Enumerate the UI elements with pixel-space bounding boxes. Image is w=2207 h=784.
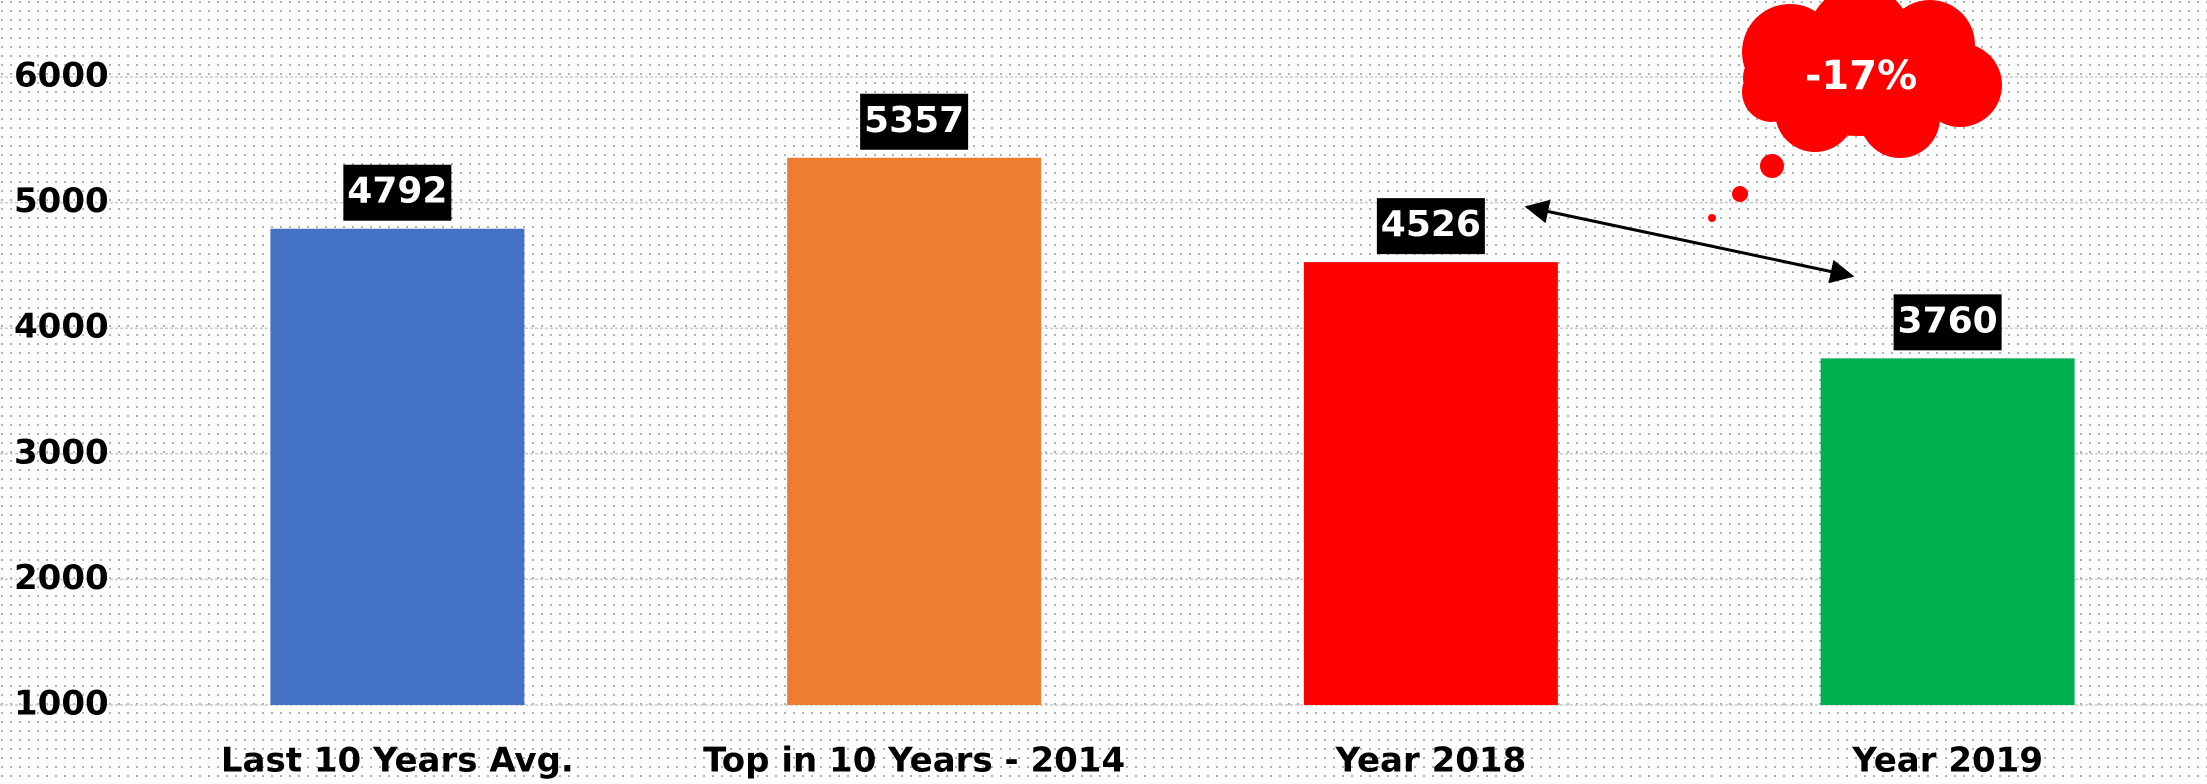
x-tick-label: Year 2019 xyxy=(1851,741,2043,781)
data-label: 3760 xyxy=(1898,300,1998,341)
y-tick-label: 6000 xyxy=(14,56,109,96)
bar xyxy=(1303,262,1558,705)
y-tick-label: 3000 xyxy=(14,432,109,472)
y-tick-label: 4000 xyxy=(14,307,109,347)
data-label-box xyxy=(860,93,969,150)
data-label: 5357 xyxy=(864,100,964,141)
data-label-box xyxy=(1893,294,2002,351)
bar xyxy=(270,228,525,705)
x-tick-label: Top in 10 Years - 2014 xyxy=(703,741,1125,781)
y-tick-label: 5000 xyxy=(14,181,109,221)
x-tick-label: Last 10 Years Avg. xyxy=(221,741,574,781)
y-tick-label: 1000 xyxy=(14,684,109,724)
data-label-box xyxy=(1376,198,1485,255)
callout-cloud xyxy=(1708,0,2002,222)
bar xyxy=(1820,358,2075,705)
annotation: -17% xyxy=(1805,53,1917,99)
data-label: 4792 xyxy=(347,171,447,212)
y-tick-label: 2000 xyxy=(14,558,109,598)
data-label: 4526 xyxy=(1381,204,1481,245)
data-label-box xyxy=(343,164,452,221)
x-tick-label: Year 2018 xyxy=(1335,741,1527,781)
bar xyxy=(787,157,1042,705)
comparison-arrow xyxy=(1524,199,1855,284)
